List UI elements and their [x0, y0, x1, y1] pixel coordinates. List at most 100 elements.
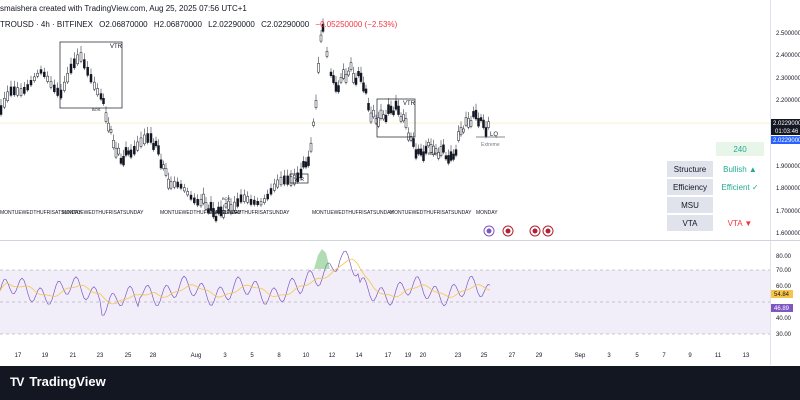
candle-body [319, 34, 323, 42]
candle-body [307, 156, 310, 166]
candle-body [133, 145, 136, 155]
candle-body [339, 77, 343, 83]
vtr-box [376, 98, 416, 138]
candle-body [263, 198, 266, 203]
candle-body [39, 69, 43, 74]
candle-body [439, 146, 443, 156]
tradingview-brand[interactable]: TV TradingView [10, 374, 106, 389]
rsi-value: 46.89 [774, 306, 790, 312]
candle-body [122, 156, 125, 166]
candle-body [377, 117, 380, 127]
price-axis-label: 1.8000000 [776, 186, 800, 192]
candle-body [389, 105, 393, 114]
current-price-tag [771, 119, 800, 127]
candle-body [273, 183, 276, 191]
rsi-ma-line [0, 258, 491, 305]
price-chart[interactable]: 2.5000000 2.4000000 2.3000000 2.2000000 1.90… [0, 0, 800, 240]
candle-body [449, 151, 453, 161]
candle-body [204, 202, 208, 210]
price-axis-label: 1.7000000 [776, 209, 800, 215]
candle-body [342, 69, 345, 79]
rsi-chart[interactable]: 80.00 70.00 60.00 40.00 30.00 54.84 46.89 [0, 241, 800, 345]
time-axis-label: 3 [607, 353, 611, 359]
candle-body [124, 147, 128, 156]
candle-body [414, 149, 418, 159]
rsi-axis-label: 80.00 [776, 254, 792, 260]
rsi-value-tag [771, 304, 793, 312]
candle-body [325, 51, 329, 57]
candle-body [6, 91, 9, 101]
time-axis-label: 29 [536, 353, 543, 359]
candle-body [63, 81, 66, 91]
candle-body [209, 201, 213, 211]
candle-body [246, 196, 249, 203]
candle-body [202, 193, 205, 204]
time-axis-label: 12 [329, 353, 336, 359]
candle-body [464, 117, 468, 126]
rsi-pane[interactable]: 80.00 70.00 60.00 40.00 30.00 54.84 46.89 [0, 241, 800, 345]
candle-body [13, 86, 16, 96]
candle-body [107, 122, 110, 132]
candle-body [447, 155, 450, 164]
candle-body [29, 80, 33, 86]
time-axis-label: 17 [385, 353, 392, 359]
candle-body [452, 153, 455, 160]
lq-label: LQ [490, 132, 498, 138]
day-marks-label: MONTUEWEDTHUFRISATSUNDAY [390, 210, 472, 216]
event-flag-icon [505, 228, 511, 234]
monday-label: MONDAY [476, 210, 498, 216]
time-axis-label: 19 [405, 353, 412, 359]
candle-body [299, 168, 303, 179]
day-marks-label: MONTUEWEDTHUFRISATSUNDAY [62, 210, 144, 216]
candle-body [229, 204, 233, 214]
candle-body [222, 209, 225, 218]
close-value: C2.02290000 [261, 20, 310, 29]
candle-body [467, 118, 470, 128]
candle-body [309, 142, 313, 152]
symbol-label[interactable]: TROUSD · 4h · BITFINEX [0, 20, 93, 29]
candle-body [146, 133, 149, 143]
price-pane[interactable]: 2.5000000 2.4000000 2.3000000 2.2000000 1.90… [0, 0, 800, 240]
candle-body [117, 147, 120, 155]
table-row-value [715, 197, 765, 213]
time-axis[interactable]: 17 19 21 23 25 28 Aug 3 5 8 10 12 14 17 19 20 23 25 27 29 Se… [0, 345, 800, 365]
candle-body [429, 144, 433, 153]
candle-body [219, 206, 223, 217]
time-axis-label: 17 [15, 353, 22, 359]
candle-body [104, 112, 108, 122]
rsi-line [0, 250, 491, 316]
candle-body [249, 199, 253, 205]
bos-label: BOS [222, 196, 231, 201]
candle-body [276, 179, 279, 188]
time-axis-label: 9 [688, 353, 692, 359]
timeframe-cell: 240 [716, 142, 764, 156]
time-axis-label: 25 [481, 353, 488, 359]
candle-body [193, 197, 196, 204]
candle-body [362, 82, 365, 92]
candle-body [253, 199, 256, 205]
candle-body [283, 175, 286, 185]
rsi-axis-label: 60.00 [776, 284, 792, 290]
candle-body [243, 194, 246, 202]
candle-body [46, 75, 49, 82]
candle-body [347, 70, 350, 76]
candle-body [474, 109, 478, 120]
candle-body [444, 155, 448, 160]
candle-body [43, 71, 46, 77]
candle-body [176, 181, 179, 188]
pane-separator[interactable] [0, 240, 800, 241]
candle-body [419, 148, 423, 156]
candle-body [286, 175, 289, 185]
candle-body [417, 148, 420, 155]
candle-body [119, 157, 123, 164]
candle-body [114, 147, 118, 158]
candle-body [139, 137, 143, 147]
candle-body [402, 114, 405, 122]
candle-body [266, 193, 269, 200]
table-row-label: Efficiency [667, 179, 713, 195]
candle-body [9, 86, 13, 96]
candle-body [432, 145, 435, 156]
candle-body [167, 178, 170, 189]
candle-body [312, 121, 315, 126]
candle-body [76, 54, 79, 65]
